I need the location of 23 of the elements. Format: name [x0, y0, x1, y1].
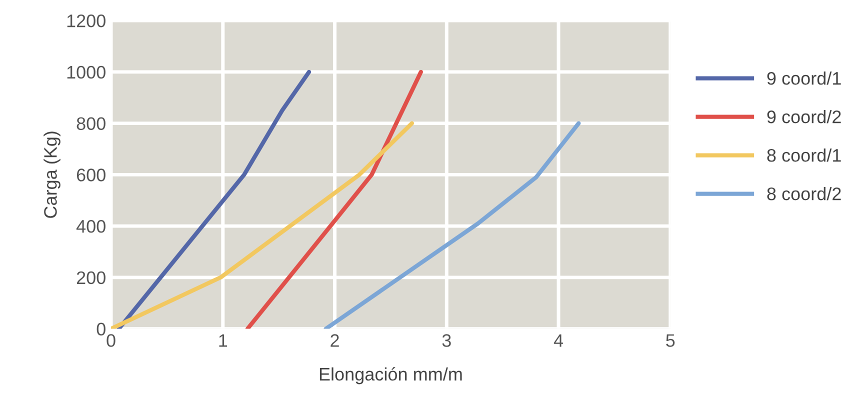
- line-series: [324, 121, 581, 329]
- x-tick-label: 4: [554, 334, 564, 347]
- y-tick-label: 800: [76, 117, 106, 130]
- y-axis-title: Carga (Kg): [44, 132, 60, 218]
- y-tick-label: 200: [76, 271, 106, 284]
- legend-label: 8 coord/1: [767, 148, 841, 162]
- legend-label: 8 coord/2: [767, 187, 841, 200]
- y-tick-label: 400: [76, 220, 106, 233]
- line-series: [245, 70, 423, 329]
- x-tick-label: 5: [666, 334, 675, 347]
- line-series: [116, 70, 312, 329]
- y-tick-label: 600: [76, 168, 106, 182]
- legend-label: 9 coord/2: [767, 110, 841, 124]
- line-series: [111, 121, 414, 329]
- y-tick-label: 1200: [67, 14, 106, 28]
- y-tick-label: 0: [96, 322, 106, 336]
- x-axis-title: Elongación mm/m: [320, 367, 462, 384]
- x-tick-label: 0: [106, 334, 116, 347]
- x-tick-label: 2: [330, 334, 339, 347]
- y-tick-label: 1000: [67, 66, 106, 79]
- x-tick-label: 3: [442, 334, 451, 347]
- x-tick-label: 1: [219, 334, 228, 347]
- legend-label: 9 coord/1: [767, 72, 841, 85]
